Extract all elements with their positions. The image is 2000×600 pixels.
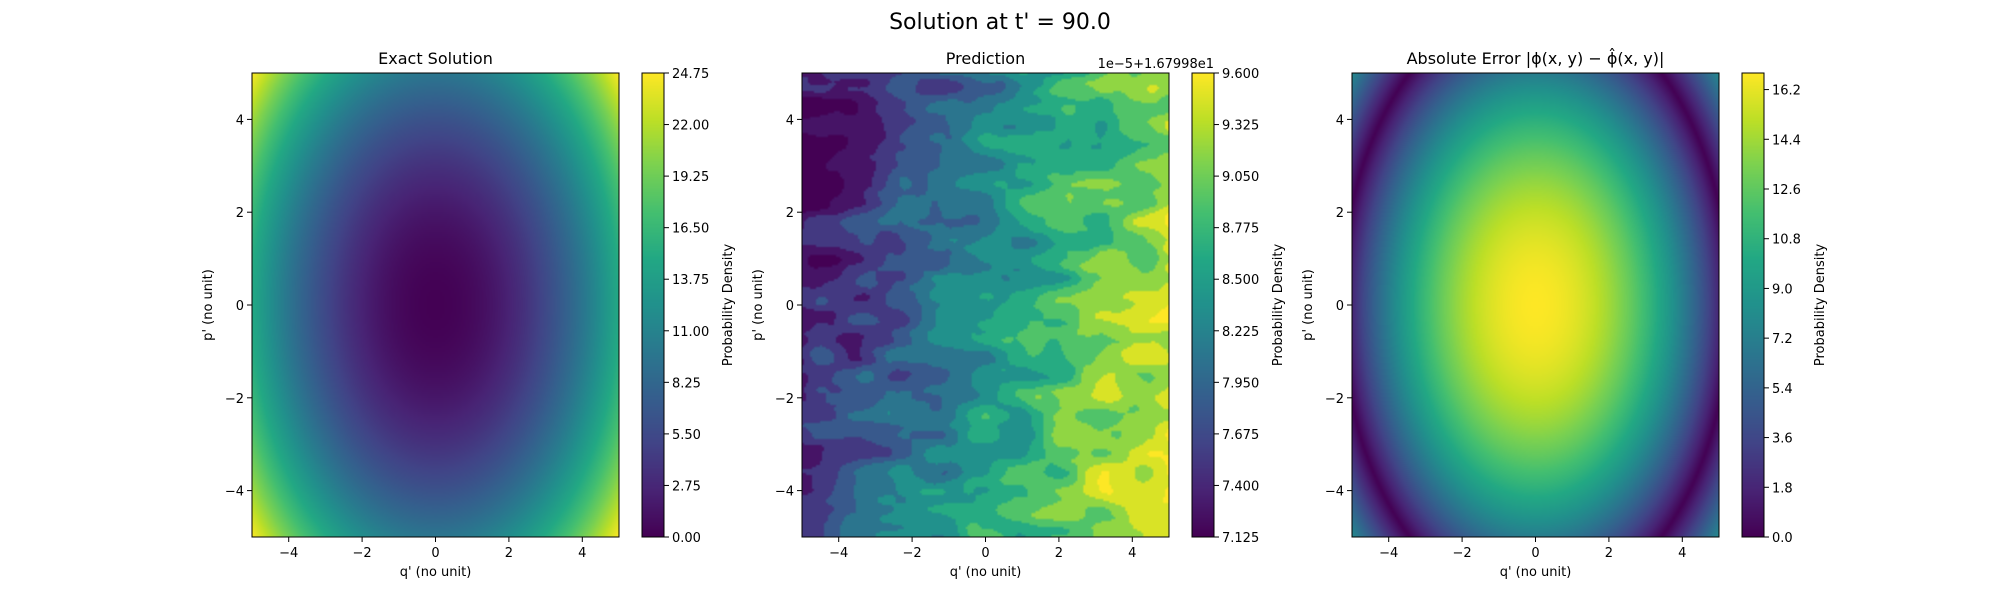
y-tick-label: 4 xyxy=(236,113,244,128)
y-tick-label: 0 xyxy=(236,299,244,314)
x-axis-label: q' (no unit) xyxy=(1500,565,1572,580)
heatmap-image xyxy=(802,73,1169,537)
y-tick-label: −2 xyxy=(775,392,794,407)
colorbar-tick-label: 13.75 xyxy=(672,273,709,288)
x-axis-ticks: −4 −2 0 2 4 xyxy=(1379,537,1686,561)
colorbar-ticks: 0.0 1.8 3.6 5.4 7.2 9.0 10.8 12.6 14.4 16.2 xyxy=(1764,84,1801,546)
x-tick-label: 4 xyxy=(578,546,586,561)
x-axis-label: q' (no unit) xyxy=(400,565,472,580)
colorbar-tick-label: 8.225 xyxy=(1222,325,1259,340)
colorbar-tick-label: 0.0 xyxy=(1772,531,1793,546)
x-axis-ticks: −4 −2 0 2 4 xyxy=(829,537,1136,561)
colorbar-tick-label: 1.8 xyxy=(1772,481,1793,496)
y-tick-label: −4 xyxy=(225,485,244,500)
colorbar-image xyxy=(1742,73,1764,537)
colorbar-tick-label: 11.00 xyxy=(672,325,709,340)
colorbar-tick-label: 16.2 xyxy=(1772,84,1801,99)
x-tick-label: 2 xyxy=(1605,546,1613,561)
colorbar-tick-label: 5.50 xyxy=(672,428,701,443)
panel-exact-solution: Exact Solution −4 −2 0 2 4 −4 −2 0 2 4 q' (no un… xyxy=(201,49,736,580)
colorbar-tick-label: 8.775 xyxy=(1222,222,1259,237)
colorbar-ticks: 7.125 7.400 7.675 7.950 8.225 8.500 8.775 9.050… xyxy=(1214,67,1259,546)
colorbar-tick-label: 7.2 xyxy=(1772,332,1793,347)
panel-title: Absolute Error |ϕ(x, y) − ϕ̂(x, y)| xyxy=(1407,48,1665,68)
y-axis-ticks: −4 −2 0 2 4 xyxy=(1325,113,1352,500)
x-axis-label: q' (no unit) xyxy=(950,565,1022,580)
y-tick-label: 0 xyxy=(1336,299,1344,314)
colorbar-frame xyxy=(1191,72,1215,538)
x-tick-label: 0 xyxy=(1531,546,1539,561)
x-tick-label: 2 xyxy=(505,546,513,561)
colorbar-label: Probability Density xyxy=(721,244,736,367)
colorbar-tick-label: 7.400 xyxy=(1222,479,1259,494)
y-tick-label: 0 xyxy=(786,299,794,314)
figure-suptitle: Solution at t' = 90.0 xyxy=(889,10,1111,35)
y-tick-label: 2 xyxy=(786,206,794,221)
x-tick-label: 0 xyxy=(981,546,989,561)
colorbar-tick-label: 9.600 xyxy=(1222,67,1259,82)
colorbar-tick-label: 10.8 xyxy=(1772,233,1801,248)
y-tick-label: −4 xyxy=(1325,485,1344,500)
y-tick-label: −2 xyxy=(1325,392,1344,407)
x-tick-label: 4 xyxy=(1678,546,1686,561)
x-tick-label: 2 xyxy=(1055,546,1063,561)
colorbar-tick-label: 7.950 xyxy=(1222,376,1259,391)
y-axis-label: p' (no unit) xyxy=(1301,269,1316,341)
panel-absolute-error: Absolute Error |ϕ(x, y) − ϕ̂(x, y)| −4 −2… xyxy=(1301,48,1828,580)
x-axis-ticks: −4 −2 0 2 4 xyxy=(279,537,586,561)
colorbar-tick-label: 22.00 xyxy=(672,119,709,134)
colorbar-tick-label: 7.675 xyxy=(1222,428,1259,443)
x-tick-label: −2 xyxy=(903,546,922,561)
colorbar-offset-text: 1e−5+1.67998e1 xyxy=(1098,57,1214,72)
x-tick-label: −4 xyxy=(1379,546,1398,561)
colorbar-frame xyxy=(1741,72,1765,538)
y-tick-label: 4 xyxy=(1336,113,1344,128)
y-tick-label: −2 xyxy=(225,392,244,407)
x-tick-label: −4 xyxy=(279,546,298,561)
colorbar-label: Probability Density xyxy=(1271,244,1286,367)
y-tick-label: −4 xyxy=(775,485,794,500)
x-tick-label: −2 xyxy=(353,546,372,561)
colorbar-tick-label: 2.75 xyxy=(672,479,701,494)
colorbar-tick-label: 9.0 xyxy=(1772,282,1793,297)
x-tick-label: −2 xyxy=(1453,546,1472,561)
colorbar-tick-label: 3.6 xyxy=(1772,432,1793,447)
colorbar-ticks: 0.00 2.75 5.50 8.25 11.00 13.75 16.50 19.25 22.0… xyxy=(664,67,709,546)
colorbar-tick-label: 0.00 xyxy=(672,531,701,546)
panel-title: Prediction xyxy=(946,49,1025,68)
panel-title: Exact Solution xyxy=(378,49,493,68)
colorbar-tick-label: 8.25 xyxy=(672,376,701,391)
colorbar-tick-label: 8.500 xyxy=(1222,273,1259,288)
x-tick-label: 4 xyxy=(1128,546,1136,561)
x-tick-label: −4 xyxy=(829,546,848,561)
heatmap-image xyxy=(252,73,619,537)
colorbar-tick-label: 24.75 xyxy=(672,67,709,82)
y-axis-label: p' (no unit) xyxy=(201,269,216,341)
y-axis-ticks: −4 −2 0 2 4 xyxy=(775,113,802,500)
colorbar-tick-label: 12.6 xyxy=(1772,183,1801,198)
y-tick-label: 4 xyxy=(786,113,794,128)
colorbar-image xyxy=(642,73,664,537)
colorbar-label: Probability Density xyxy=(1813,244,1828,367)
x-tick-label: 0 xyxy=(431,546,439,561)
colorbar-tick-label: 9.325 xyxy=(1222,119,1259,134)
colorbar-tick-label: 14.4 xyxy=(1772,133,1801,148)
colorbar-frame xyxy=(641,72,665,538)
heatmap-image xyxy=(1352,73,1719,537)
colorbar-tick-label: 16.50 xyxy=(672,222,709,237)
colorbar-image xyxy=(1192,73,1214,537)
colorbar-tick-label: 7.125 xyxy=(1222,531,1259,546)
colorbar-tick-label: 5.4 xyxy=(1772,382,1793,397)
colorbar-tick-label: 19.25 xyxy=(672,170,709,185)
y-tick-label: 2 xyxy=(1336,206,1344,221)
colorbar-tick-label: 9.050 xyxy=(1222,170,1259,185)
y-tick-label: 2 xyxy=(236,206,244,221)
y-axis-label: p' (no unit) xyxy=(751,269,766,341)
y-axis-ticks: −4 −2 0 2 4 xyxy=(225,113,252,500)
